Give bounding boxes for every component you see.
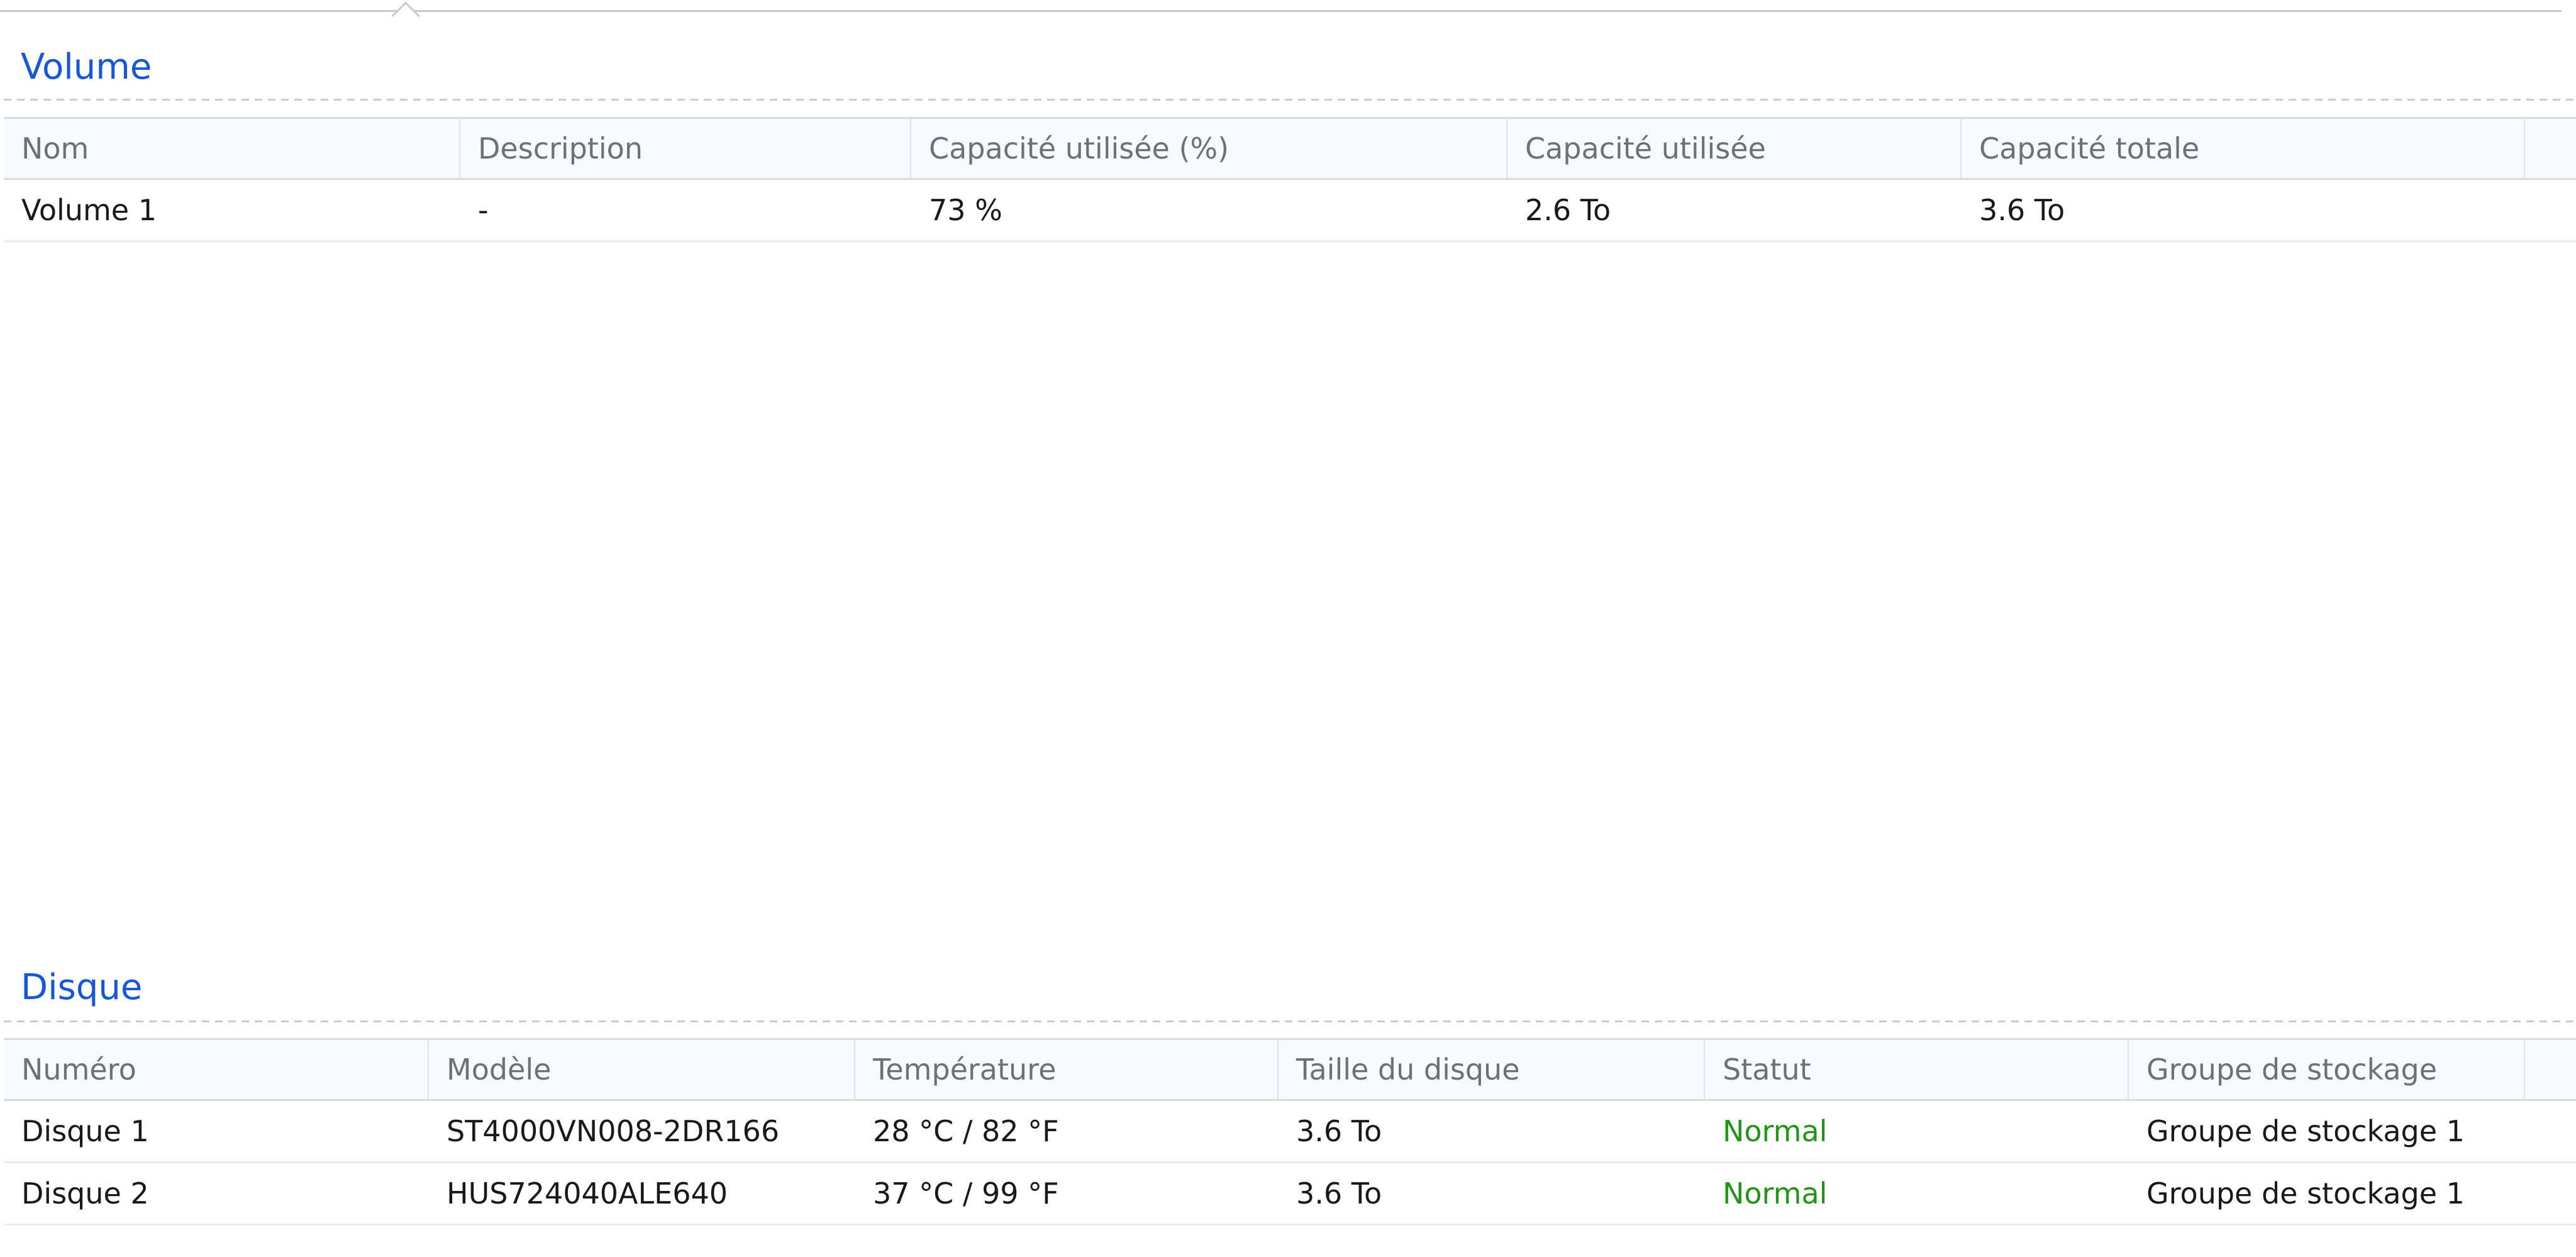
- cell-volume-spacer: [2525, 180, 2576, 240]
- volume-column-header-capacite-totale[interactable]: Capacité totale: [1962, 119, 2525, 178]
- volume-table-header-row: Nom Description Capacité utilisée (%) Ca…: [4, 117, 2576, 180]
- cell-disk2-size: 3.6 To: [1296, 1176, 1382, 1210]
- cell-disk1-number: Disque 1: [21, 1114, 149, 1148]
- disque-column-header-taille-du-disque[interactable]: Taille du disque: [1279, 1040, 1705, 1099]
- cell-disk2-status: Normal: [1723, 1176, 1828, 1210]
- disque-column-header-spacer: [2525, 1040, 2576, 1099]
- disque-column-header-temperature[interactable]: Température: [855, 1040, 1279, 1099]
- disque-section-title: Disque: [21, 967, 143, 1008]
- cell-disk2-storage-group: Groupe de stockage 1: [2146, 1176, 2465, 1210]
- disque-table-row-2[interactable]: Disque 2 HUS724040ALE640 37 °C / 99 °F 3…: [4, 1163, 2576, 1226]
- volume-table-row[interactable]: Volume 1 - 73 % 2.6 To 3.6 To: [4, 180, 2576, 242]
- cell-disk1-spacer: [2525, 1101, 2576, 1161]
- cell-volume-used-pct: 73 %: [929, 193, 1002, 227]
- disque-table-header-row: Numéro Modèle Température Taille du disq…: [4, 1038, 2576, 1101]
- disque-column-header-statut[interactable]: Statut: [1705, 1040, 2129, 1099]
- cell-volume-used: 2.6 To: [1525, 193, 1611, 227]
- cell-disk2-spacer: [2525, 1163, 2576, 1224]
- cell-disk1-status: Normal: [1723, 1114, 1828, 1148]
- volume-column-header-capacite-utilisee-pct[interactable]: Capacité utilisée (%): [911, 119, 1507, 178]
- disque-table: Numéro Modèle Température Taille du disq…: [4, 1038, 2576, 1226]
- cell-volume-description: -: [478, 193, 489, 227]
- volume-column-header-description[interactable]: Description: [460, 119, 911, 178]
- volume-table: Nom Description Capacité utilisée (%) Ca…: [4, 117, 2576, 242]
- active-tab-pointer-notch: [391, 1, 420, 30]
- disque-column-header-modele[interactable]: Modèle: [429, 1040, 855, 1099]
- cell-volume-name: Volume 1: [21, 193, 157, 227]
- cell-disk2-temperature: 37 °C / 99 °F: [873, 1176, 1059, 1210]
- volume-column-header-spacer: [2525, 119, 2576, 178]
- volume-column-header-nom[interactable]: Nom: [4, 119, 460, 178]
- disque-table-row-1[interactable]: Disque 1 ST4000VN008-2DR166 28 °C / 82 °…: [4, 1101, 2576, 1163]
- cell-disk2-number: Disque 2: [21, 1176, 149, 1210]
- cell-volume-total: 3.6 To: [1979, 193, 2065, 227]
- disque-column-header-groupe-de-stockage[interactable]: Groupe de stockage: [2129, 1040, 2525, 1099]
- cell-disk2-model: HUS724040ALE640: [447, 1176, 728, 1210]
- tab-panel-top-border: [0, 10, 2562, 12]
- cell-disk1-temperature: 28 °C / 82 °F: [873, 1114, 1059, 1148]
- cell-disk1-storage-group: Groupe de stockage 1: [2146, 1114, 2465, 1148]
- disque-column-header-numero[interactable]: Numéro: [4, 1040, 429, 1099]
- disque-section-divider: [4, 1020, 2573, 1022]
- cell-disk1-size: 3.6 To: [1296, 1114, 1382, 1148]
- volume-section-title: Volume: [21, 47, 152, 87]
- volume-column-header-capacite-utilisee[interactable]: Capacité utilisée: [1507, 119, 1962, 178]
- cell-disk1-model: ST4000VN008-2DR166: [447, 1114, 780, 1148]
- volume-section-divider: [4, 99, 2573, 101]
